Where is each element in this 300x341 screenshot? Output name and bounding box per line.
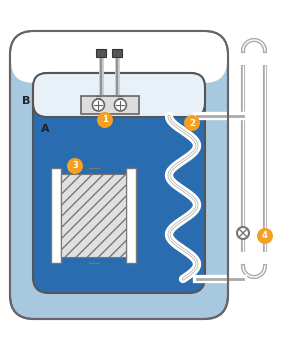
Circle shape [97, 112, 113, 128]
Circle shape [257, 228, 273, 244]
Text: B: B [22, 96, 30, 106]
FancyBboxPatch shape [11, 32, 227, 83]
Circle shape [114, 99, 126, 111]
FancyBboxPatch shape [33, 73, 205, 293]
Bar [112, 49, 122, 57]
Bar [126, 168, 136, 263]
Circle shape [92, 99, 104, 111]
Text: A: A [41, 124, 50, 134]
FancyBboxPatch shape [33, 73, 205, 117]
Bar [96, 49, 106, 57]
FancyBboxPatch shape [10, 31, 228, 319]
Text: 3: 3 [72, 162, 78, 170]
Bar [51, 168, 61, 263]
Circle shape [67, 158, 83, 174]
Text: 4: 4 [262, 232, 268, 240]
Circle shape [184, 115, 200, 131]
Bar [61, 174, 126, 257]
Text: 2: 2 [189, 119, 195, 128]
Bar [81, 96, 140, 114]
Text: 1: 1 [102, 116, 108, 124]
Circle shape [237, 227, 249, 239]
